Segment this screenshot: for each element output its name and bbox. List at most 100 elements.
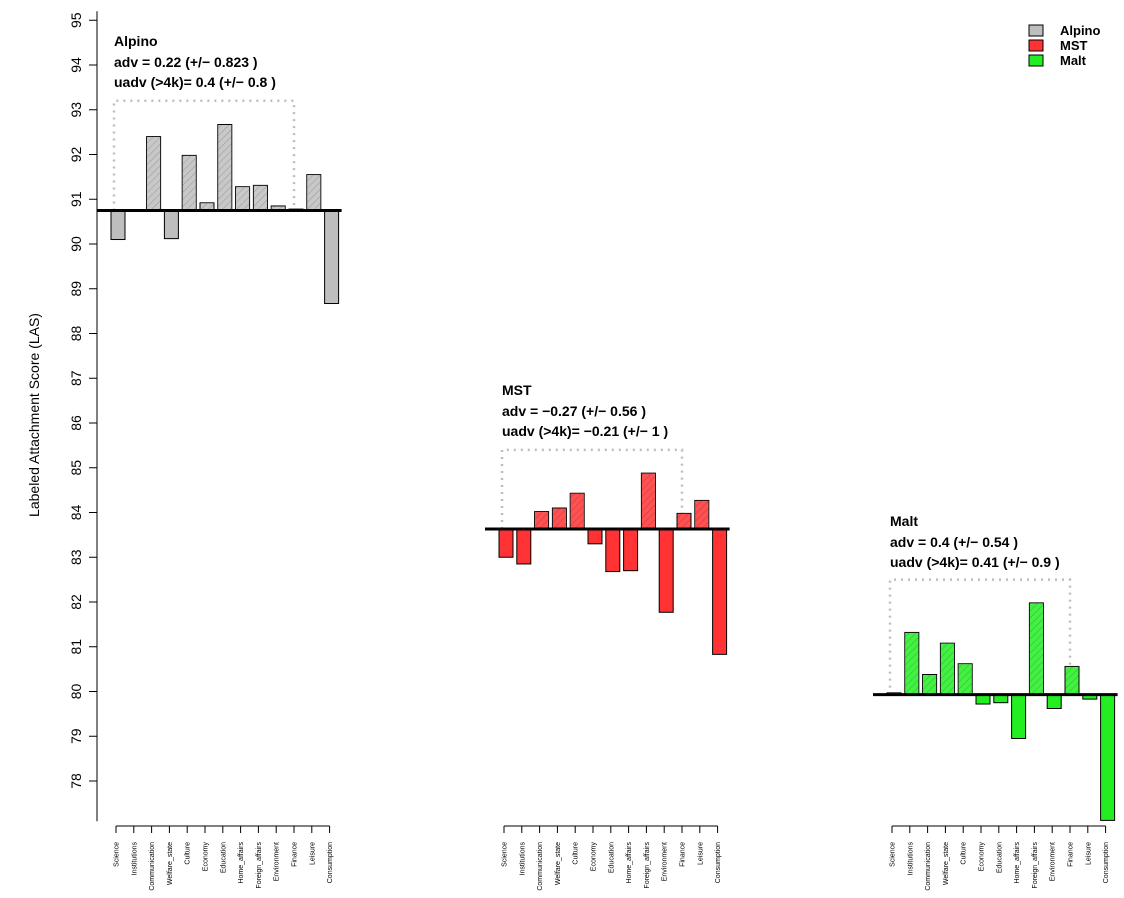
y-tick-label: 94 [68, 57, 84, 73]
bar-hatch [958, 664, 972, 695]
x-tick-label: Communication [149, 842, 156, 891]
bar [324, 209, 340, 305]
y-tick-label: 93 [68, 102, 84, 118]
bar [605, 528, 621, 573]
y-tick-label: 85 [68, 460, 84, 476]
x-tick-label: Consumption [715, 842, 722, 883]
bar-hatch [147, 137, 161, 210]
x-tick-label: Culture [185, 842, 192, 865]
panel-mst: Science Institutions Communication Welfare_… [485, 382, 730, 891]
y-tick-label: 92 [68, 147, 84, 163]
x-tick-label: Welfare_state [943, 842, 950, 885]
legend-swatch [1028, 39, 1044, 52]
bar [587, 528, 603, 545]
bar-hatch [677, 513, 691, 529]
legend-label: MST [1060, 38, 1088, 53]
y-tick-label: 89 [68, 281, 84, 297]
improvement-bracket [500, 448, 684, 530]
x-tick-label: Culture [573, 842, 580, 865]
y-tick-label: 90 [68, 236, 84, 252]
x-tick-label: Home_affairs [1014, 842, 1021, 884]
bar-hatch [200, 203, 214, 210]
bar [1011, 694, 1027, 739]
panel-malt: Science Institutions Communication Welfare_… [873, 513, 1118, 891]
bar-hatch [905, 632, 919, 695]
x-tick-label: Leisure [309, 842, 316, 865]
y-tick-label: 88 [68, 326, 84, 342]
x-tick-label: Institutions [131, 842, 138, 876]
y-tick-label: 91 [68, 191, 84, 207]
x-tick-label: Institutions [907, 842, 914, 876]
bar-hatch [182, 155, 196, 210]
bar [163, 209, 179, 240]
improvement-bracket [112, 99, 296, 211]
bar [1100, 694, 1116, 821]
y-tick-label: 79 [68, 728, 84, 744]
panel-uadv-text: uadv (>4k)= 0.4 (+/− 0.8 ) [114, 74, 276, 90]
panel-title: MST [502, 382, 532, 398]
panel-title: Alpino [114, 33, 158, 49]
bar [1046, 694, 1062, 710]
legend-swatch [1028, 24, 1044, 37]
panel-adv-text: adv = 0.22 (+/− 0.823 ) [114, 54, 258, 70]
x-tick-label: Science [890, 842, 897, 867]
bar-hatch [570, 493, 584, 529]
x-tick-label: Institutions [519, 842, 526, 876]
bar-hatch [923, 674, 937, 695]
x-tick-label: Consumption [1103, 842, 1110, 883]
x-tick-label: Economy [203, 842, 210, 872]
x-tick-label: Finance [1068, 842, 1075, 867]
bar-hatch [307, 175, 321, 210]
x-tick-label: Education [608, 842, 615, 873]
panels: Science Institutions Communication Welfare_… [97, 33, 1118, 891]
bar [110, 209, 126, 241]
bar-hatch [695, 500, 709, 529]
x-tick-label: Consumption [327, 842, 334, 883]
bar-hatch [552, 508, 566, 529]
bar [498, 528, 514, 558]
x-tick-label: Communication [537, 842, 544, 891]
x-tick-label: Environment [274, 842, 281, 881]
x-tick-label: Leisure [1085, 842, 1092, 865]
x-tick-label: Communication [925, 842, 932, 891]
x-tick-label: Welfare_state [167, 842, 174, 885]
x-tick-label: Foreign_affairs [644, 842, 651, 889]
y-tick-label: 83 [68, 549, 84, 565]
y-tick-label: 82 [68, 594, 84, 610]
legend-label: Alpino [1060, 23, 1100, 38]
bar-hatch [271, 206, 285, 210]
bar-hatch [1029, 603, 1043, 695]
bar-hatch [1065, 666, 1079, 695]
x-tick-label: Welfare_state [555, 842, 562, 885]
bar-hatch [641, 473, 655, 529]
bar-hatch [253, 185, 267, 210]
x-tick-label: Science [114, 842, 121, 867]
bar [516, 528, 532, 565]
panel-adv-text: adv = 0.4 (+/− 0.54 ) [890, 534, 1018, 550]
legend-swatch [1028, 54, 1044, 67]
legend-label: Malt [1060, 53, 1087, 68]
bar-hatch [535, 512, 549, 529]
y-tick-label: 78 [68, 773, 84, 789]
y-tick-label: 80 [68, 684, 84, 700]
y-tick-label: 87 [68, 370, 84, 386]
y-tick-label: 86 [68, 415, 84, 431]
x-tick-label: Foreign_affairs [1032, 842, 1039, 889]
x-tick-label: Leisure [697, 842, 704, 865]
panel-adv-text: adv = −0.27 (+/− 0.56 ) [502, 403, 646, 419]
x-tick-label: Home_affairs [238, 842, 245, 884]
y-tick-label: 95 [68, 12, 84, 28]
bar [623, 528, 639, 572]
bar-hatch [218, 125, 232, 210]
y-axis-title: Labeled Attachment Score (LAS) [26, 313, 42, 517]
improvement-bracket [888, 578, 1072, 695]
x-tick-label: Foreign_affairs [256, 842, 263, 889]
y-tick-label: 81 [68, 639, 84, 655]
x-tick-label: Education [996, 842, 1003, 873]
y-tick-label: 84 [68, 505, 84, 521]
panel-uadv-text: uadv (>4k)= −0.21 (+/− 1 ) [502, 423, 668, 439]
bar [712, 528, 728, 655]
x-tick-label: Environment [1050, 842, 1057, 881]
